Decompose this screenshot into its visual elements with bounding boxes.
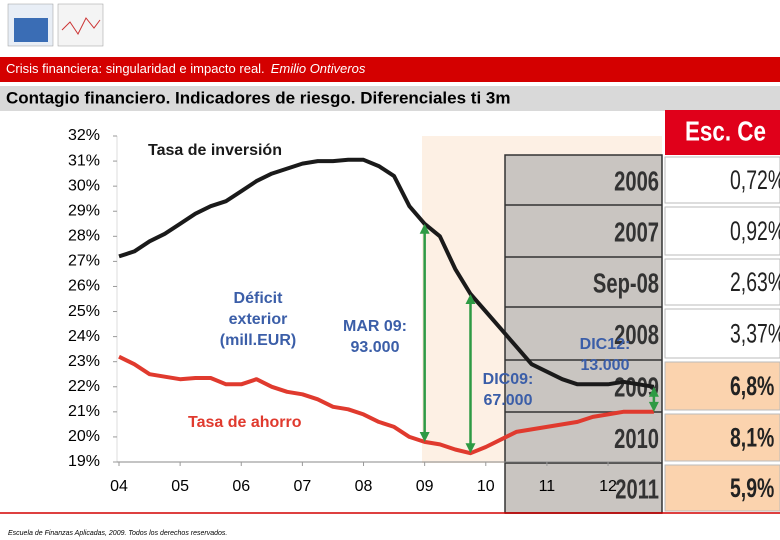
y-tick-label: 30%	[68, 177, 100, 194]
arrow-head	[419, 223, 430, 234]
series-label: Tasa de inversión	[148, 142, 282, 159]
y-tick-label: 26%	[68, 278, 100, 295]
table-year: 2011	[615, 474, 659, 505]
annotation: 67.000	[484, 392, 533, 409]
x-tick-label: 06	[232, 478, 250, 495]
thumbnail-chart	[14, 18, 48, 42]
table-year: 2006	[614, 166, 659, 197]
annotation: DIC09:	[483, 371, 534, 388]
arrow-head	[419, 431, 430, 442]
thumbnail	[57, 3, 104, 47]
value-cell	[664, 206, 780, 256]
y-tick-label: 23%	[68, 353, 100, 370]
series-label: Tasa de ahorro	[188, 414, 302, 431]
table-year: 2010	[614, 424, 659, 455]
y-tick-label: 28%	[68, 228, 100, 245]
table-value: 3,37%	[730, 319, 780, 349]
y-tick-label: 20%	[68, 428, 100, 445]
arrow-head	[648, 386, 659, 397]
annotation: exterior	[229, 311, 288, 328]
title-bar	[0, 86, 780, 111]
title: Contagio financiero. Indicadores de ries…	[6, 88, 510, 107]
annotation: 93.000	[351, 339, 400, 356]
x-tick-label: 09	[416, 478, 434, 495]
series-line	[118, 354, 654, 456]
y-tick-label: 27%	[68, 253, 100, 270]
footer: Escuela de Finanzas Aplicadas, 2009. Tod…	[8, 530, 227, 537]
table-year: Sep-08	[593, 268, 659, 299]
table-value: 8,1%	[730, 423, 774, 453]
arrow-head	[465, 443, 476, 454]
y-tick-label: 19%	[68, 453, 100, 470]
x-tick-label: 11	[539, 478, 556, 495]
y-tick-label: 31%	[68, 152, 100, 169]
y-tick-label: 22%	[68, 378, 100, 395]
y-tick-label: 32%	[68, 127, 100, 144]
value-cell	[664, 413, 780, 462]
annotation: 13.000	[581, 357, 630, 374]
author: Emilio Ontiveros	[271, 61, 366, 76]
plot: 19% 20% 21% 22% 23% 24% 25% 26% 27% 28% 29% 30% 31% 3…	[68, 127, 660, 495]
annotation: (mill.EUR)	[220, 332, 296, 349]
value-cell	[664, 308, 780, 359]
arrow-head	[648, 401, 659, 412]
annotation: Déficit	[234, 290, 284, 307]
y-tick-label: 29%	[68, 202, 100, 219]
subtitle-text: Crisis financiera: singularidad e impact…	[6, 61, 265, 76]
x-tick-label: 08	[355, 478, 373, 495]
y-tick-label: 25%	[68, 303, 100, 320]
table-value: 6,8%	[730, 371, 774, 401]
table-year: 2007	[614, 217, 659, 248]
table-value: 5,9%	[730, 473, 774, 503]
x-tick-label: 05	[171, 478, 189, 495]
table: Esc. Ce 2006 0,72% 2007 0,92% Sep-08 2,63% 2008…	[504, 110, 780, 514]
subtitle-bar	[0, 57, 780, 82]
annotation: MAR 09:	[343, 318, 407, 335]
table-value: 0,72%	[730, 165, 780, 195]
annotation: DIC12:	[580, 336, 631, 353]
y-tick-label: 24%	[68, 328, 100, 345]
thumbnail-chart	[61, 17, 101, 35]
subtitle: Crisis financiera: singularidad e impact…	[6, 61, 366, 76]
y-tick-label: 21%	[68, 403, 100, 420]
x-tick-label: 07	[293, 478, 311, 495]
table-value: 0,92%	[730, 216, 780, 246]
value-cell	[664, 156, 780, 204]
value-cell	[664, 361, 780, 411]
table-year: 2008	[614, 320, 659, 351]
table-header: Esc. Ce	[685, 116, 766, 147]
x-tick-label: 04	[110, 478, 128, 495]
value-cell	[664, 258, 780, 306]
value-cell	[664, 464, 780, 512]
x-tick-label: 12	[599, 478, 617, 495]
x-tick-label: 10	[477, 478, 495, 495]
arrow-head	[465, 293, 476, 304]
table-header-cell	[665, 110, 780, 155]
series-line	[118, 157, 655, 389]
table-value: 2,63%	[730, 267, 780, 297]
